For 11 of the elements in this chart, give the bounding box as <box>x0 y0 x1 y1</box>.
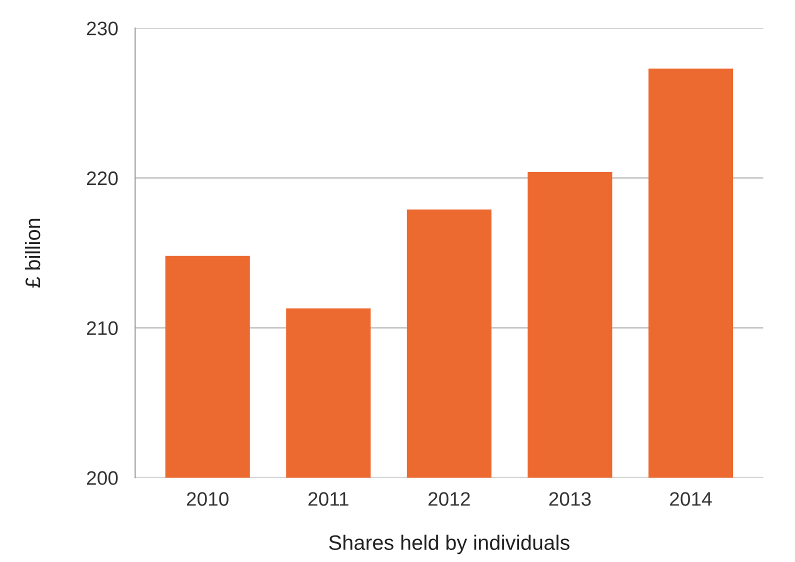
y-axis-title: £ billion <box>24 218 40 288</box>
y-tick-label: 200 <box>87 471 118 485</box>
x-tick-label: 2013 <box>549 492 591 506</box>
y-tick-label: 230 <box>87 22 118 36</box>
y-tick-label: 220 <box>87 171 118 186</box>
x-tick-label: 2010 <box>186 492 228 506</box>
x-axis-title: Shares held by individuals <box>329 534 570 554</box>
y-tick-label: 210 <box>87 321 118 336</box>
x-tick-label: 2011 <box>308 492 348 506</box>
x-tick-label: 2012 <box>428 492 470 506</box>
x-tick-label: 2014 <box>670 492 712 506</box>
